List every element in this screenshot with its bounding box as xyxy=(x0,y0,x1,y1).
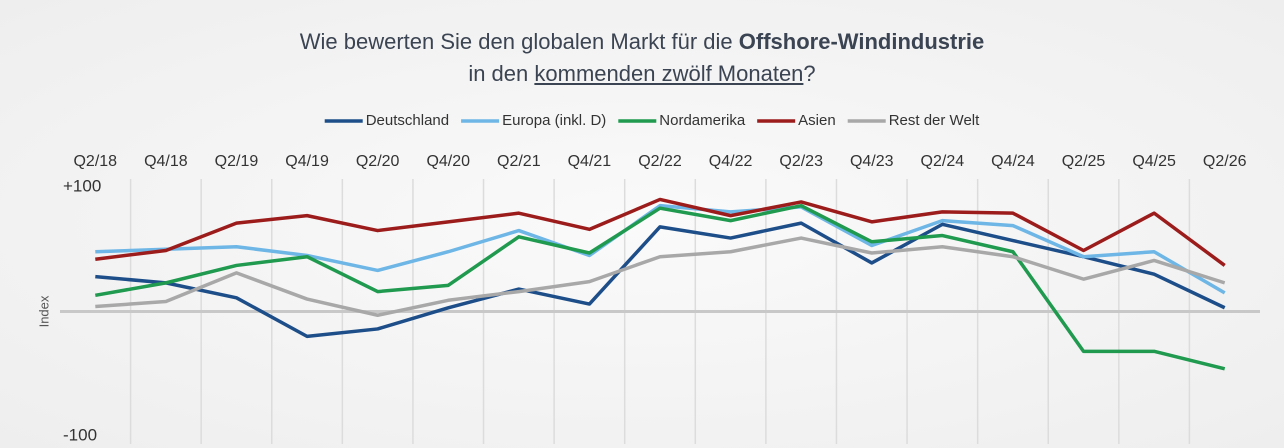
legend-label: Europa (inkl. D) xyxy=(502,112,606,129)
y-axis-label: Index xyxy=(36,295,51,327)
x-tick-label: Q2/20 xyxy=(356,153,400,170)
x-tick-label: Q2/24 xyxy=(921,153,965,170)
x-tick-label: Q2/25 xyxy=(1062,153,1106,170)
legend-label: Asien xyxy=(798,112,836,129)
series-line xyxy=(95,221,1226,339)
series-line xyxy=(95,203,1226,295)
series-line xyxy=(95,197,1226,267)
x-tick-label: Q2/18 xyxy=(73,153,117,170)
x-tick-label: Q4/21 xyxy=(568,153,612,170)
title-text: in den xyxy=(468,61,529,86)
y-tick-label: -100 xyxy=(63,425,97,444)
title-bold: Offshore-Windindustrie xyxy=(738,29,985,54)
y-tick-label: +100 xyxy=(63,176,101,195)
x-tick-label: Q4/23 xyxy=(850,153,894,170)
title-underline: kommenden zwölf Monaten xyxy=(534,61,804,86)
title-text: Wie bewerten Sie den globalen Markt für … xyxy=(299,29,733,54)
x-tick-label: Q2/26 xyxy=(1203,153,1247,170)
legend-label: Rest der Welt xyxy=(889,112,980,129)
series-line xyxy=(94,203,1226,371)
legend-label: Nordamerika xyxy=(659,112,746,129)
x-tick-label: Q2/19 xyxy=(215,153,259,170)
x-tick-label: Q4/19 xyxy=(285,153,329,170)
x-tick-label: Q4/24 xyxy=(991,153,1035,170)
series-line xyxy=(95,236,1226,317)
x-tick-label: Q2/22 xyxy=(638,153,682,170)
x-tick-label: Q4/22 xyxy=(709,153,753,170)
x-tick-label: Q4/20 xyxy=(426,153,470,170)
chart-title: Wie bewerten Sie den globalen Markt für … xyxy=(0,26,1284,90)
x-tick-label: Q4/25 xyxy=(1132,153,1176,170)
legend-label: Deutschland xyxy=(366,112,449,129)
title-text: ? xyxy=(803,61,816,86)
x-tick-label: Q2/21 xyxy=(497,153,541,170)
x-tick-label: Q4/18 xyxy=(144,153,188,170)
x-tick-label: Q2/23 xyxy=(779,153,823,170)
